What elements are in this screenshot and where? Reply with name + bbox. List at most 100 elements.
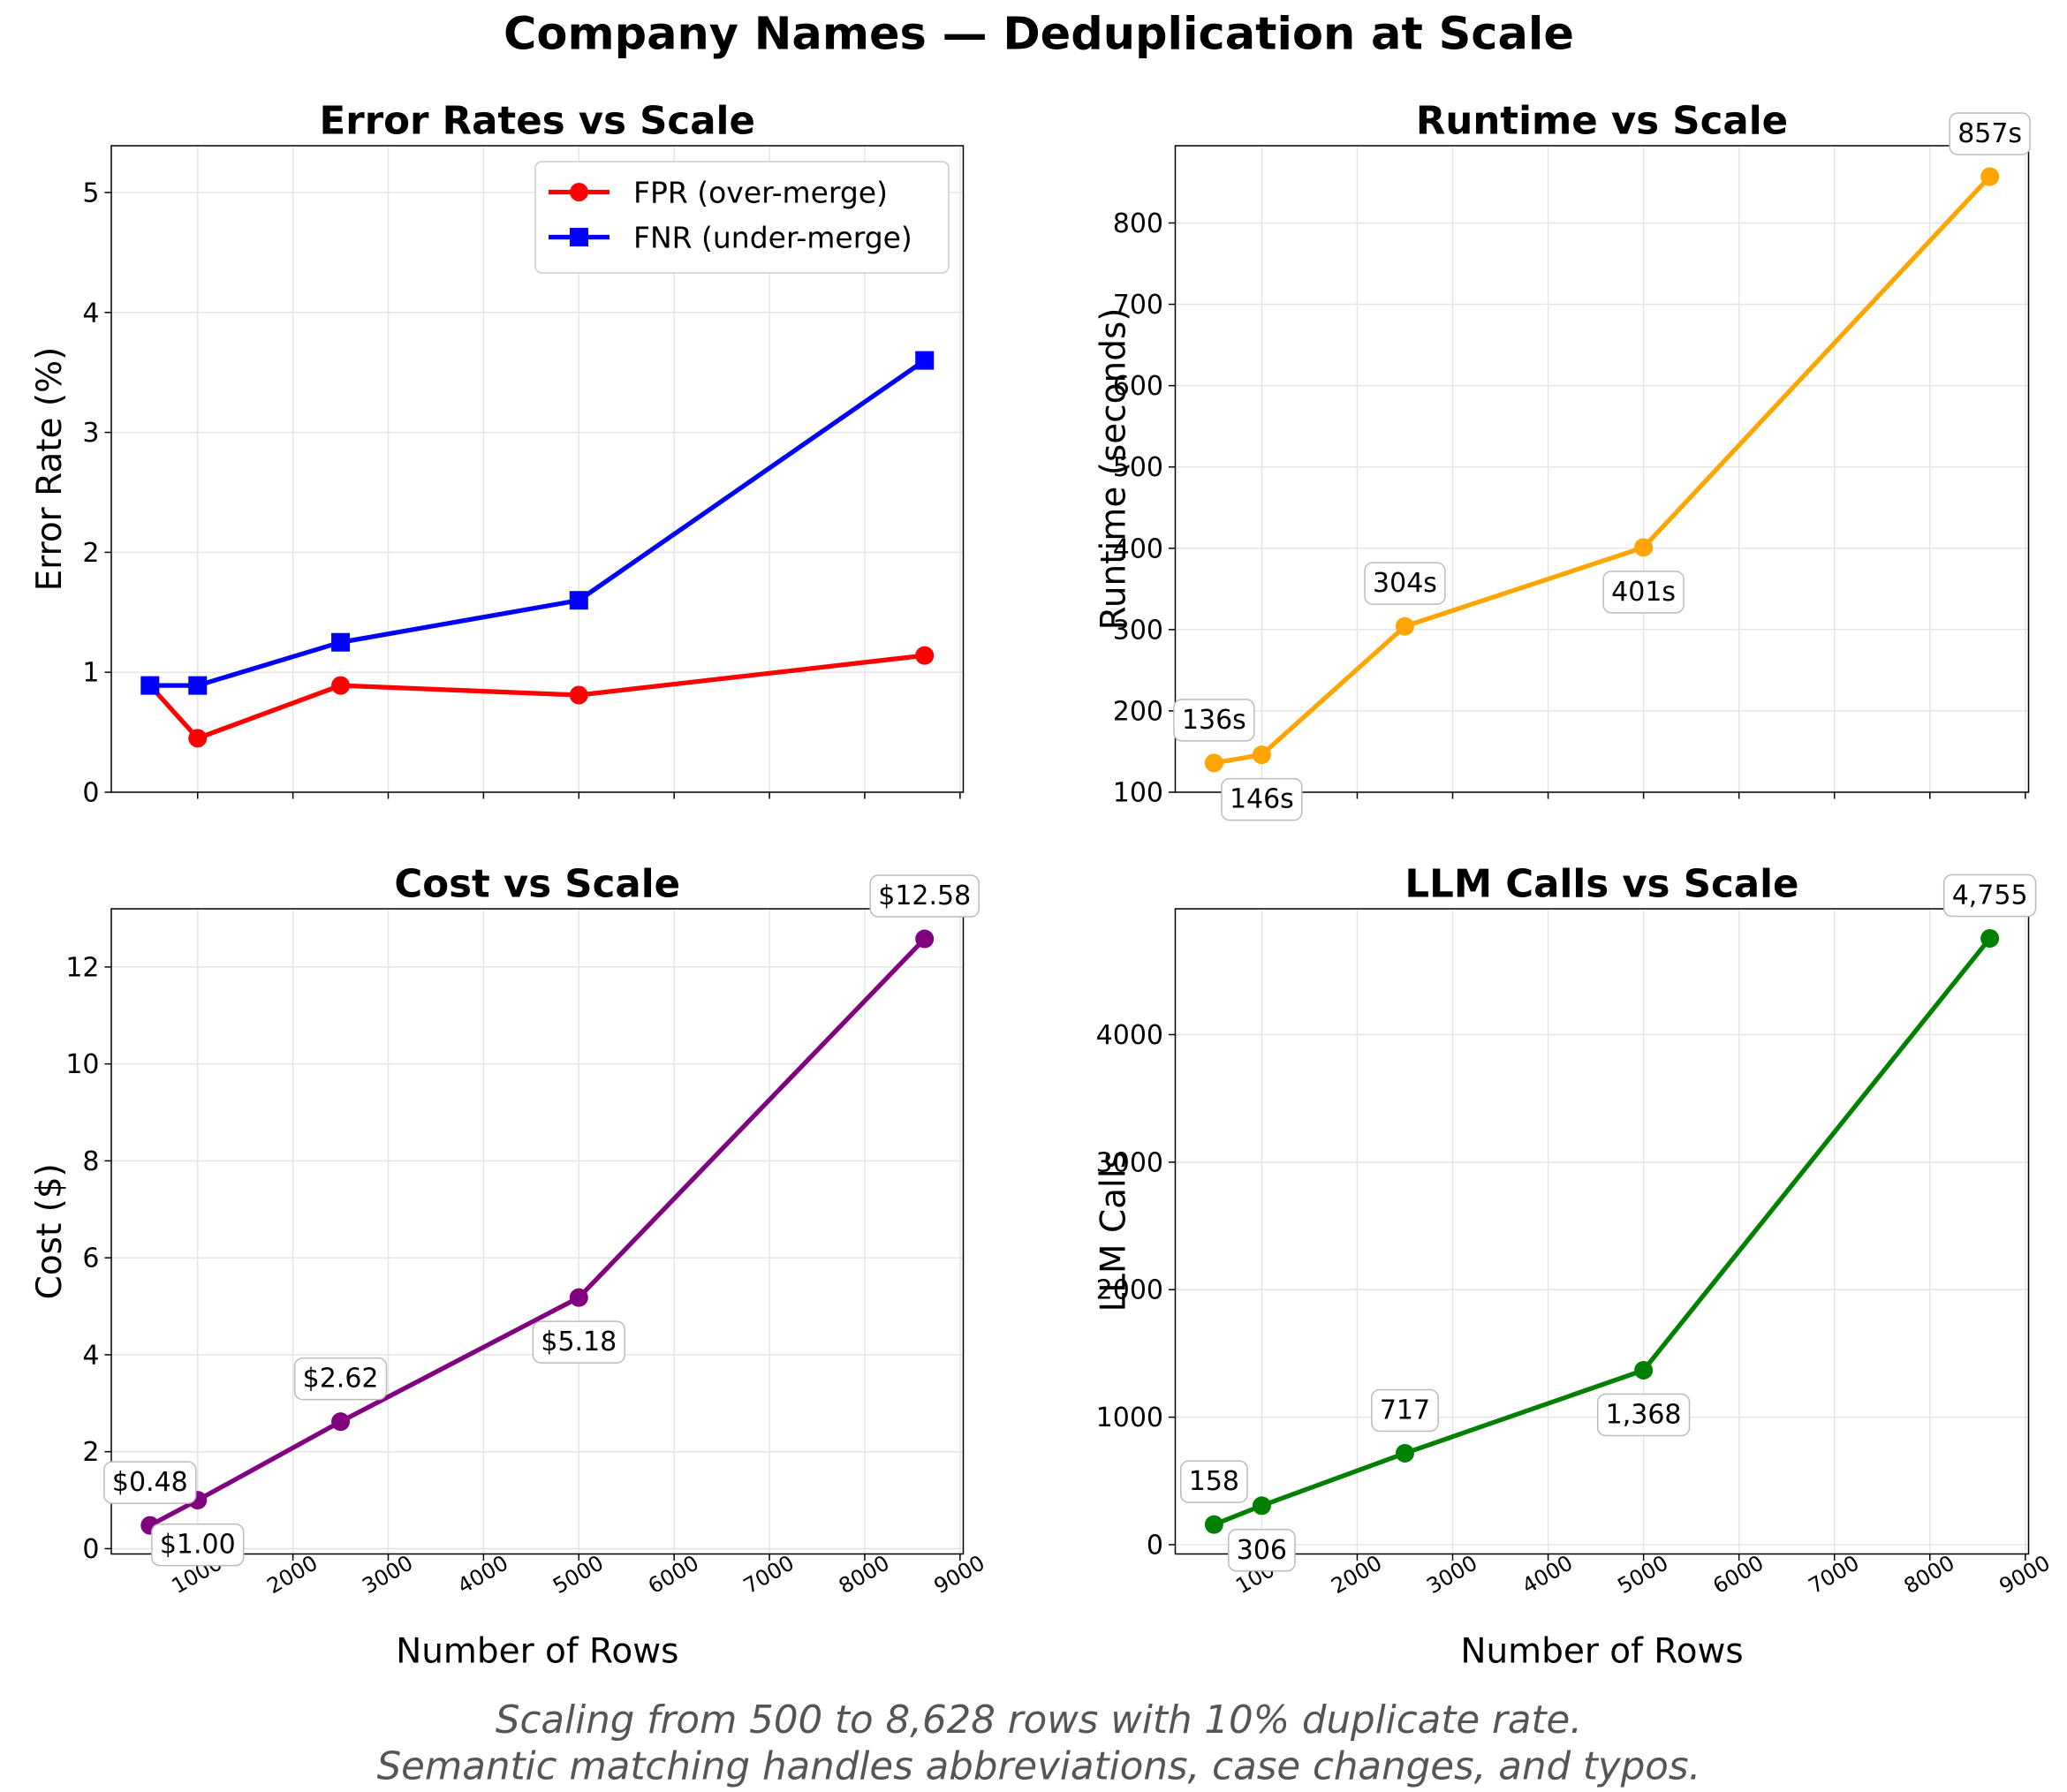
value-label-box <box>1949 112 2031 155</box>
y-tick-label: 2000 <box>1096 1275 1163 1306</box>
chart-title: Error Rates vs Scale <box>320 99 755 143</box>
y-axis-label: Runtime (seconds) <box>1094 308 1133 631</box>
y-tick-label: 600 <box>1113 371 1163 402</box>
plot-frame <box>1174 145 2030 793</box>
marker <box>1395 1443 1414 1463</box>
value-label-text: $12.58 <box>878 881 971 911</box>
value-label-box <box>1942 873 2037 918</box>
marker <box>140 676 160 695</box>
marker <box>1204 753 1223 773</box>
y-tick-label: 100 <box>1113 777 1163 808</box>
value-label-box <box>1364 562 1446 605</box>
value-label-box <box>103 1461 197 1504</box>
y-tick-label: 2 <box>82 538 99 569</box>
value-label: 146s <box>1221 777 1303 821</box>
x-axis-label: Number of Rows <box>396 1631 678 1671</box>
legend-label: FPR (over-merge) <box>633 175 888 209</box>
value-label: 4,755 <box>1942 873 2037 918</box>
y-tick-label: 3 <box>82 418 99 449</box>
marker <box>915 929 935 949</box>
marker <box>1980 167 2000 186</box>
value-label-box <box>1371 1388 1439 1433</box>
marker <box>1252 745 1271 765</box>
value-label-text: 4,755 <box>1952 880 2028 911</box>
chart-title: LLM Calls vs Scale <box>1404 862 1798 906</box>
y-tick-label: 800 <box>1113 208 1163 239</box>
marker <box>569 685 588 705</box>
marker <box>569 591 588 610</box>
marker <box>331 676 351 695</box>
caption: Scaling from 500 to 8,628 rows with 10% … <box>496 1698 1582 1743</box>
y-tick-label: 5 <box>82 178 99 208</box>
marker <box>915 646 935 665</box>
value-label: 857s <box>1949 112 2031 155</box>
value-label-text: 146s <box>1230 784 1294 815</box>
y-tick-label: 4000 <box>1096 1020 1163 1051</box>
value-label-box <box>293 1357 388 1401</box>
marker <box>915 351 935 370</box>
value-label: 158 <box>1180 1460 1248 1503</box>
value-label: 1,368 <box>1596 1393 1691 1437</box>
marker <box>1980 928 2000 948</box>
value-label: $12.58 <box>869 874 980 918</box>
value-label-box <box>1596 1393 1691 1437</box>
value-label-text: 1,368 <box>1606 1399 1682 1430</box>
value-label-text: 857s <box>1957 118 2022 149</box>
value-label-text: 304s <box>1373 568 1437 599</box>
figure-title: Company Names — Deduplication at Scale <box>504 8 1574 60</box>
plot-frame <box>110 145 965 793</box>
y-tick-label: 400 <box>1113 533 1163 564</box>
marker <box>188 729 208 748</box>
y-tick-label: 4 <box>82 298 99 329</box>
value-label-text: 158 <box>1189 1466 1239 1497</box>
marker <box>569 1288 588 1307</box>
chart-title: Cost vs Scale <box>394 862 680 906</box>
value-label: $5.18 <box>532 1320 625 1364</box>
marker <box>1634 1360 1654 1380</box>
y-tick-label: 200 <box>1113 696 1163 727</box>
value-label-box <box>1602 571 1685 614</box>
value-label: $0.48 <box>103 1461 197 1504</box>
marker <box>331 632 351 652</box>
value-label-text: 136s <box>1182 705 1246 736</box>
y-tick-label: 2 <box>82 1437 99 1468</box>
x-axis-label: Number of Rows <box>1460 1631 1743 1671</box>
value-label: $1.00 <box>151 1523 245 1567</box>
value-label-text: 717 <box>1380 1395 1430 1425</box>
legend-marker <box>570 227 589 246</box>
y-tick-label: 6 <box>82 1244 99 1274</box>
value-label: 401s <box>1602 571 1685 614</box>
y-tick-label: 0 <box>82 777 99 808</box>
value-label: $2.62 <box>293 1357 388 1401</box>
y-tick-label: 8 <box>82 1146 99 1177</box>
y-axis-label: LLM Calls <box>1094 1151 1133 1312</box>
marker <box>188 676 208 695</box>
value-label-box <box>1228 1529 1296 1572</box>
value-label-text: 306 <box>1237 1535 1287 1566</box>
marker <box>1204 1515 1223 1534</box>
value-label: 306 <box>1228 1529 1296 1572</box>
marker <box>331 1412 351 1432</box>
value-label-text: $1.00 <box>160 1530 236 1561</box>
marker <box>1252 1496 1271 1516</box>
caption: Semantic matching handles abbreviations,… <box>377 1744 1701 1788</box>
value-label-box <box>151 1523 245 1567</box>
y-tick-label: 700 <box>1113 290 1163 321</box>
legend-label: FNR (under-merge) <box>633 220 912 254</box>
legend-box <box>534 161 950 274</box>
plot-frame <box>110 908 965 1555</box>
y-tick-label: 3000 <box>1096 1147 1163 1178</box>
value-label-box <box>1173 699 1255 742</box>
y-tick-label: 1000 <box>1096 1403 1163 1433</box>
chart-title: Runtime vs Scale <box>1416 99 1788 143</box>
y-tick-label: 500 <box>1113 452 1163 483</box>
value-label-box <box>869 874 980 918</box>
value-label-box <box>1221 777 1303 821</box>
value-label: 717 <box>1371 1388 1439 1433</box>
value-label-text: $2.62 <box>303 1364 379 1395</box>
y-tick-label: 300 <box>1113 615 1163 646</box>
y-axis-label: Error Rate (%) <box>30 347 70 592</box>
y-tick-label: 4 <box>82 1340 99 1371</box>
